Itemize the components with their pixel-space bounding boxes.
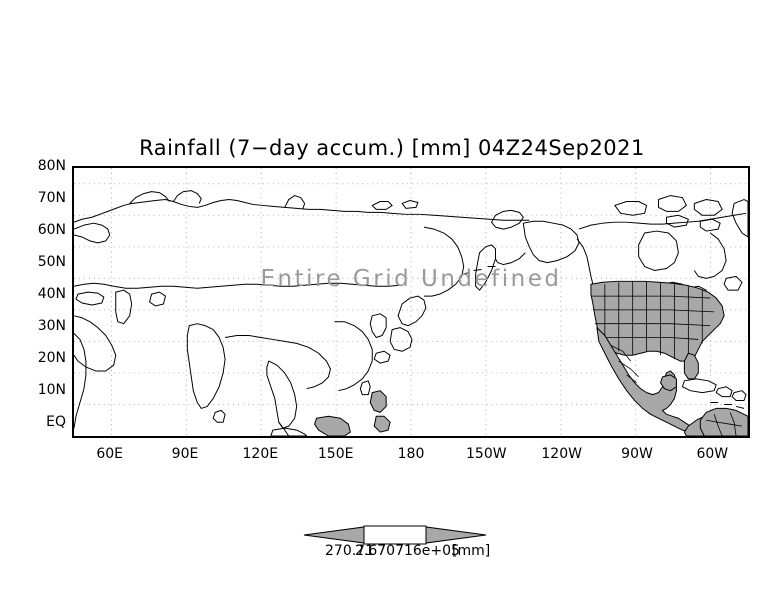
x-tick-180: 180 — [397, 446, 425, 462]
y-tick-60n: 60N — [37, 222, 66, 238]
map-frame: .coast { fill: none; stroke: #000000; st… — [72, 166, 750, 438]
northamerica-north-coastlines — [461, 195, 748, 299]
south-america-landmass — [683, 407, 748, 436]
usa-landmass — [590, 280, 725, 380]
y-tick-40n: 40N — [37, 286, 66, 302]
colorbar-right-arrow — [425, 526, 487, 544]
y-tick-10n: 10N — [37, 382, 66, 398]
colorbar-left-arrow — [303, 526, 365, 544]
colorbar-max-label: 2.670716e+05 — [355, 543, 460, 559]
x-tick-150e: 150E — [317, 446, 354, 462]
colorbar — [302, 522, 488, 548]
x-tick-90e: 90E — [171, 446, 199, 462]
x-axis-labels: 60E 90E 120E 150E 180 150W 120W 90W 60W — [72, 446, 750, 466]
x-tick-60w: 60W — [696, 446, 729, 462]
usa-state-boundaries — [590, 281, 715, 362]
y-tick-eq: EQ — [46, 414, 66, 430]
x-tick-60e: 60E — [96, 446, 124, 462]
x-tick-120e: 120E — [242, 446, 279, 462]
y-tick-30n: 30N — [37, 318, 66, 334]
y-tick-20n: 20N — [37, 350, 66, 366]
map-svg: .coast { fill: none; stroke: #000000; st… — [74, 168, 748, 436]
eurasia-coastlines — [74, 190, 530, 436]
colorbar-min-label: 270.71 — [325, 543, 374, 559]
y-tick-80n: 80N — [37, 158, 66, 174]
y-tick-50n: 50N — [37, 254, 66, 270]
colorbar-center-box — [363, 525, 427, 545]
colorbar-units-label: [mm] — [452, 543, 491, 559]
x-tick-120w: 120W — [541, 446, 582, 462]
x-tick-150w: 150W — [466, 446, 507, 462]
colorbar-svg — [303, 525, 487, 545]
mexico-state-boundaries — [610, 345, 639, 384]
south-america-boundaries — [706, 412, 743, 436]
mexico-central-america-landmass — [596, 327, 695, 433]
page-title: Rainfall (7−day accum.) [mm] 04Z24Sep202… — [139, 136, 645, 160]
colorbar-labels: 270.71 2.670716e+05 [mm] — [240, 543, 560, 563]
map-plot-area: .coast { fill: none; stroke: #000000; st… — [74, 168, 748, 436]
caribbean-islands — [681, 378, 747, 409]
y-tick-70n: 70N — [37, 190, 66, 206]
y-axis-labels: 80N 70N 60N 50N 40N 30N 20N 10N EQ — [22, 158, 66, 438]
x-tick-90w: 90W — [621, 446, 653, 462]
